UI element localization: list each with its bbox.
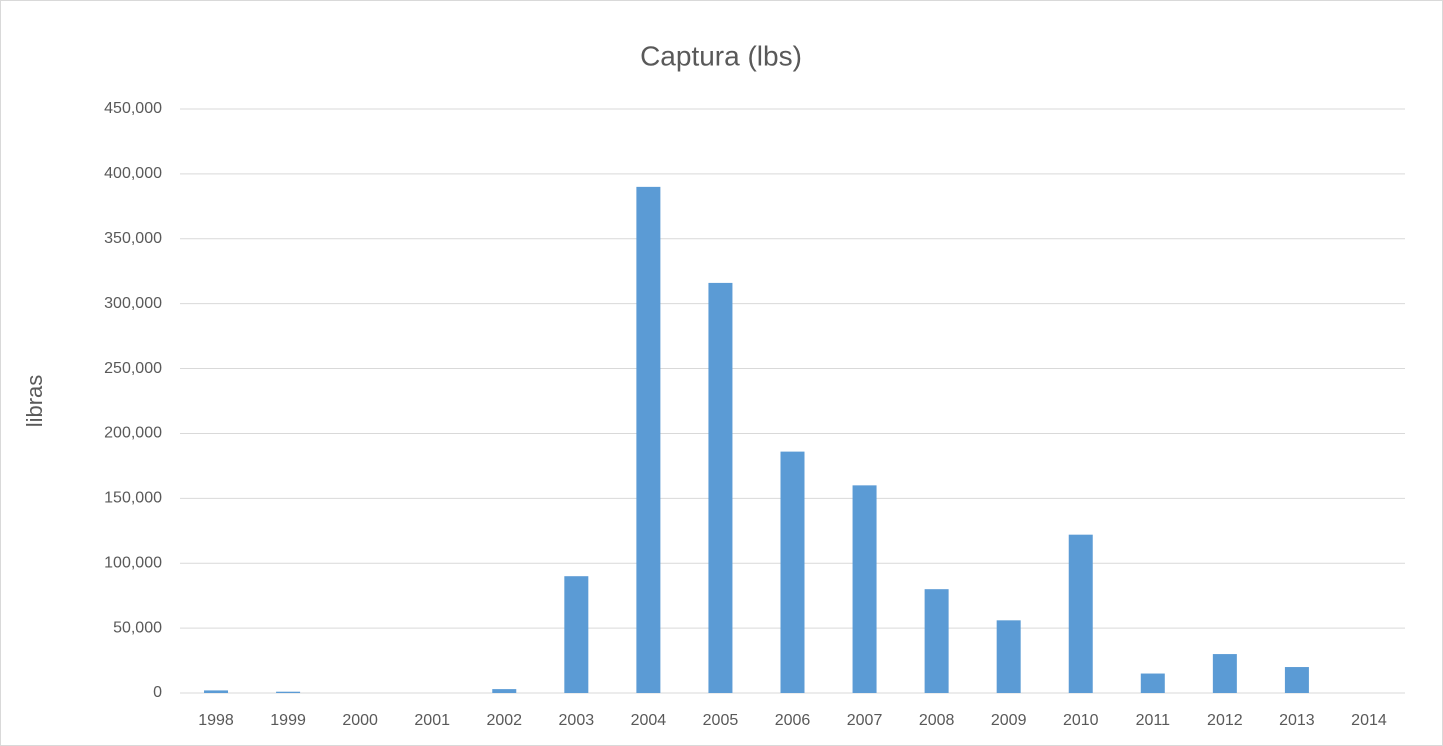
x-tick-label: 2009 <box>991 712 1027 729</box>
bar <box>564 576 589 693</box>
x-tick-label: 2004 <box>631 712 667 729</box>
chart-title: Captura (lbs) <box>640 40 802 71</box>
bar <box>852 485 877 693</box>
bar <box>636 186 661 693</box>
x-tick-label: 2014 <box>1351 712 1387 729</box>
bar <box>1212 654 1237 693</box>
x-tick-label: 1999 <box>270 712 306 729</box>
x-tick-label: 2013 <box>1279 712 1315 729</box>
y-tick-label: 400,000 <box>104 165 162 182</box>
x-tick-label: 2007 <box>847 712 883 729</box>
bar <box>708 282 733 693</box>
x-tick-label: 2011 <box>1136 712 1171 729</box>
bar <box>1284 667 1309 693</box>
y-tick-label: 450,000 <box>104 100 162 117</box>
x-tick-label: 2003 <box>559 712 595 729</box>
x-tick-label: 1998 <box>198 712 234 729</box>
x-tick-label: 2010 <box>1063 712 1099 729</box>
bar <box>492 689 517 693</box>
bar <box>1068 534 1093 693</box>
x-tick-label: 2006 <box>775 712 811 729</box>
y-tick-label: 300,000 <box>104 295 162 312</box>
x-tick-label: 2001 <box>414 712 450 729</box>
y-tick-label: 250,000 <box>104 360 162 377</box>
x-tick-label: 2008 <box>919 712 955 729</box>
bar <box>1140 673 1165 693</box>
y-tick-label: 50,000 <box>113 619 162 636</box>
y-tick-label: 350,000 <box>104 230 162 247</box>
x-tick-label: 2000 <box>342 712 378 729</box>
x-tick-label: 2002 <box>486 712 522 729</box>
x-tick-label: 2005 <box>703 712 739 729</box>
bar <box>276 691 301 693</box>
bar <box>996 620 1021 693</box>
y-tick-label: 200,000 <box>104 425 162 442</box>
bar <box>780 451 805 693</box>
bar <box>924 589 949 693</box>
bar <box>204 690 229 693</box>
y-tick-label: 100,000 <box>104 554 162 571</box>
x-tick-label: 2012 <box>1207 712 1243 729</box>
y-tick-label: 0 <box>153 684 162 701</box>
y-axis-title: libras <box>22 375 47 428</box>
y-tick-label: 150,000 <box>104 490 162 507</box>
